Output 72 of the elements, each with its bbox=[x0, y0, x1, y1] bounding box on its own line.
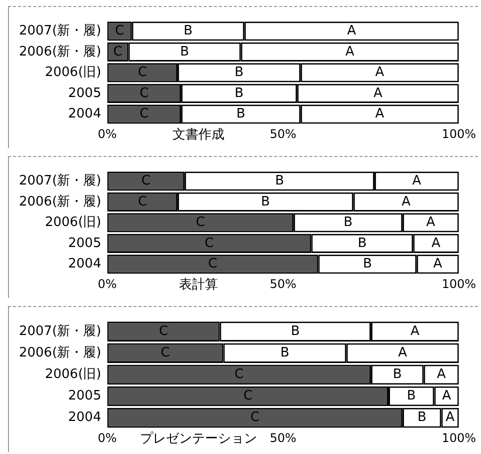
text: A bbox=[442, 388, 451, 404]
x-tick-label: 100% bbox=[442, 430, 476, 445]
y-tick-label: 2005 bbox=[68, 388, 102, 404]
text: A bbox=[347, 24, 356, 39]
x-tick-label: 50% bbox=[270, 276, 296, 291]
y-tick-label: 2004 bbox=[68, 256, 102, 272]
text: A bbox=[398, 346, 408, 361]
text: A bbox=[432, 236, 440, 251]
y-tick-label: 2007(新・履) bbox=[18, 24, 102, 39]
series-label: A bbox=[426, 215, 436, 230]
series-label: C bbox=[196, 215, 205, 230]
text: A bbox=[412, 174, 422, 189]
text: B bbox=[406, 388, 416, 404]
text: A bbox=[402, 194, 411, 210]
x-axis-title: 表計算 bbox=[179, 277, 218, 292]
x-tick-label: 0% bbox=[98, 430, 117, 445]
x-tick-label: 0% bbox=[98, 126, 117, 141]
text: C bbox=[208, 256, 218, 272]
y-tick-label: 2004 bbox=[68, 410, 102, 426]
series-label: C bbox=[113, 44, 122, 60]
text: B bbox=[184, 24, 193, 39]
y-tick-label: 2006(新・履) bbox=[18, 346, 102, 361]
text: A bbox=[375, 65, 384, 80]
x-axis-title: プレゼンテーション bbox=[140, 431, 258, 446]
x-tick-label: 100% bbox=[442, 126, 476, 141]
text: C bbox=[114, 24, 124, 39]
x-tick-label: 0% bbox=[98, 276, 117, 291]
text: B bbox=[260, 194, 270, 210]
x-tick-label: 100% bbox=[442, 276, 476, 291]
text: A bbox=[374, 86, 382, 101]
y-tick-label: 2004 bbox=[68, 106, 102, 122]
text: A bbox=[436, 367, 446, 382]
text: B bbox=[234, 86, 244, 101]
text: C bbox=[138, 65, 147, 80]
series-label: C bbox=[158, 324, 168, 339]
text: C bbox=[140, 86, 149, 101]
series-label: B bbox=[180, 44, 190, 60]
text: A bbox=[433, 256, 442, 272]
series-label: A bbox=[345, 44, 354, 60]
text: B bbox=[236, 106, 246, 122]
y-tick-label: 2006(新・履) bbox=[18, 194, 102, 210]
text: B bbox=[234, 65, 244, 80]
x-tick-label: 50% bbox=[270, 430, 296, 445]
y-tick-label: 2007(新・履) bbox=[18, 174, 102, 189]
text: B bbox=[280, 346, 290, 361]
text: B bbox=[392, 367, 402, 382]
text: B bbox=[362, 256, 372, 272]
text: A bbox=[446, 410, 455, 426]
text: C bbox=[141, 174, 150, 189]
text: C bbox=[234, 367, 244, 382]
text: B bbox=[275, 174, 284, 189]
text: B bbox=[358, 236, 367, 251]
text: C bbox=[204, 236, 214, 251]
text: A bbox=[375, 106, 384, 122]
y-tick-label: 2006(旧) bbox=[44, 215, 102, 230]
x-tick-label: 50% bbox=[270, 126, 296, 141]
y-tick-label: 2006(新・履) bbox=[18, 44, 102, 60]
x-axis-title: 文書作成 bbox=[172, 127, 225, 142]
text: C bbox=[160, 346, 170, 361]
series-label: B bbox=[344, 215, 353, 230]
y-tick-label: 2006(旧) bbox=[44, 65, 102, 80]
text: B bbox=[417, 410, 426, 426]
series-label: B bbox=[290, 324, 300, 339]
text: C bbox=[138, 194, 147, 210]
series-label: A bbox=[410, 324, 420, 339]
text: C bbox=[140, 106, 149, 122]
y-tick-label: 2006(旧) bbox=[44, 367, 102, 382]
text: C bbox=[243, 388, 252, 404]
text: C bbox=[250, 410, 260, 426]
y-tick-label: 2005 bbox=[68, 236, 102, 251]
y-tick-label: 2005 bbox=[68, 86, 102, 101]
y-tick-label: 2007(新・履) bbox=[18, 324, 102, 339]
